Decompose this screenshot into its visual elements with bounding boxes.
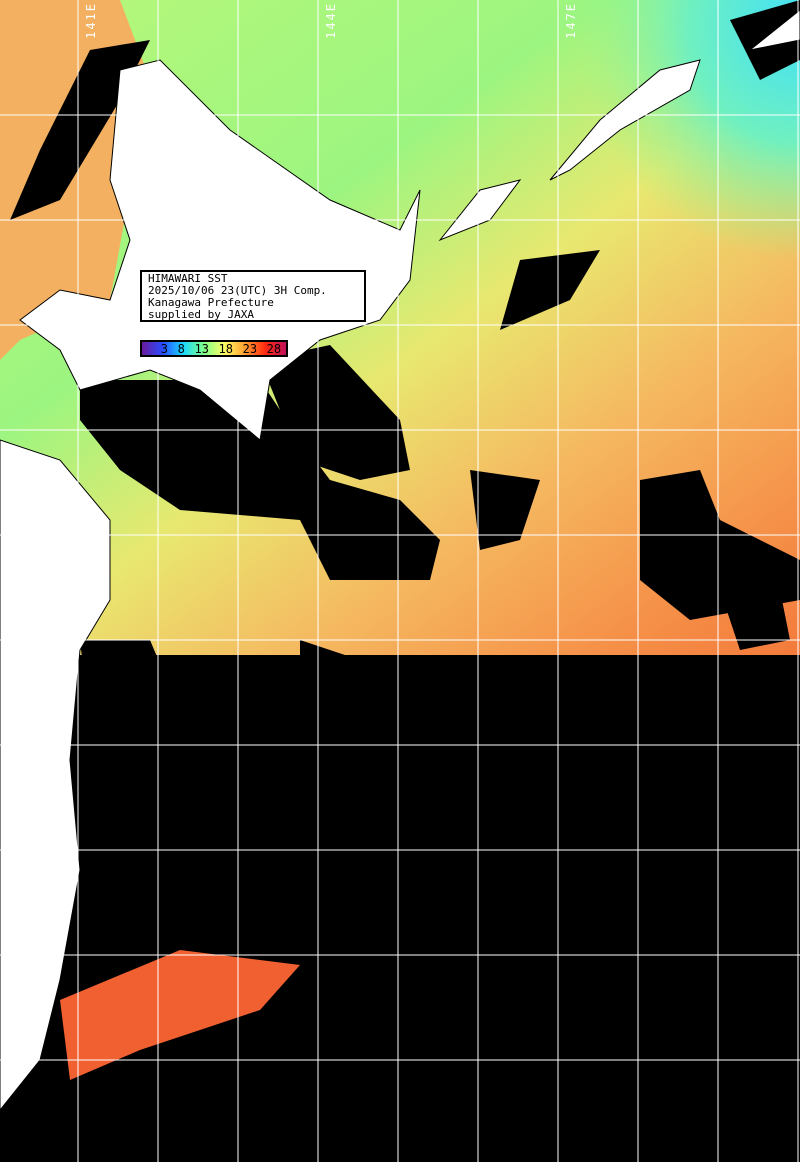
scale-tick: 28 xyxy=(266,341,282,356)
kuril-island-2 xyxy=(549,59,701,181)
longitude-label: 147E xyxy=(564,2,578,39)
hokkaido xyxy=(19,59,421,441)
kuril-island-3 xyxy=(749,9,800,51)
south-warm-water xyxy=(60,950,300,1080)
scale-tick: 23 xyxy=(242,341,258,356)
info-title: HIMAWARI SST xyxy=(148,272,228,285)
kuril-island-1 xyxy=(438,179,522,242)
color-scale: 3 8 13 18 23 28 xyxy=(140,340,288,357)
info-box: HIMAWARI SST 2025/10/06 23(UTC) 3H Comp.… xyxy=(140,270,366,322)
scale-tick: 3 xyxy=(160,341,169,356)
honshu xyxy=(0,439,111,1111)
scale-tick: 18 xyxy=(218,341,233,356)
scale-tick: 8 xyxy=(177,341,185,356)
scale-tick: 13 xyxy=(194,341,209,356)
land xyxy=(0,9,800,1111)
info-source: supplied by JAXA xyxy=(148,308,254,321)
info-datetime: 2025/10/06 23(UTC) 3H Comp. xyxy=(148,284,327,297)
longitude-label: 141E xyxy=(84,2,98,39)
info-organization: Kanagawa Prefecture xyxy=(148,296,274,309)
longitude-label: 144E xyxy=(324,2,338,39)
